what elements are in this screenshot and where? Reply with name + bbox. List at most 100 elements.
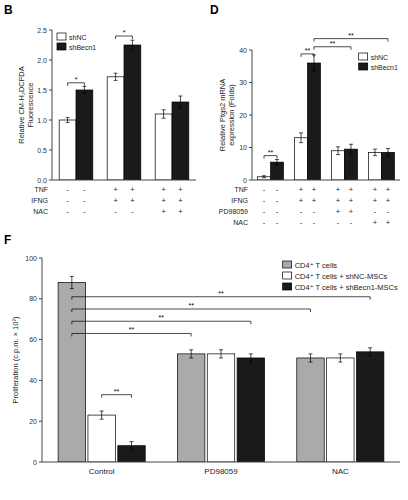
bar — [76, 90, 93, 180]
y-tick-label: 40 — [239, 47, 247, 54]
error-bar — [162, 110, 166, 118]
error-cap — [336, 146, 340, 147]
y-tick-label: 20 — [29, 418, 37, 425]
condition-value: + — [386, 185, 391, 194]
error-cap — [386, 156, 390, 157]
y-tick-label: 0.0 — [37, 177, 47, 184]
error-cap — [178, 96, 182, 97]
condition-label: NAC — [33, 208, 48, 215]
bar — [271, 162, 284, 180]
condition-value: + — [113, 196, 118, 205]
error-bar — [249, 354, 253, 362]
x-tick-label: PD98059 — [204, 467, 238, 476]
condition-value: + — [312, 196, 317, 205]
error-line — [338, 147, 339, 155]
legend-swatch — [359, 63, 368, 70]
condition-value: - — [83, 207, 86, 216]
error-bar — [130, 40, 134, 50]
condition-value: + — [178, 196, 183, 205]
significance-bracket — [116, 36, 133, 39]
condition-value: - — [276, 218, 279, 227]
y-tick-label: 20 — [239, 112, 247, 119]
error-line — [301, 133, 302, 143]
condition-value: + — [349, 207, 354, 216]
condition-value: - — [131, 207, 134, 216]
condition-value: + — [386, 196, 391, 205]
significance-bracket — [264, 156, 277, 159]
y-tick-label: 10 — [239, 144, 247, 151]
error-line — [313, 55, 314, 71]
x-axis-line — [52, 180, 196, 181]
error-bar — [312, 55, 316, 71]
condition-value: + — [336, 185, 341, 194]
significance-bracket — [68, 83, 85, 86]
condition-label: IFNG — [31, 197, 48, 204]
significance-label: ** — [218, 290, 224, 297]
error-cap — [219, 357, 223, 358]
condition-value: + — [113, 185, 118, 194]
significance-label: ** — [129, 326, 135, 333]
bar — [369, 152, 382, 180]
error-line — [115, 73, 116, 80]
condition-value: - — [313, 207, 316, 216]
error-cap — [299, 132, 303, 133]
error-cap — [368, 347, 372, 348]
y-tick-label: 1.0 — [37, 117, 47, 124]
legend-swatch — [57, 33, 66, 40]
significance-bracket — [72, 333, 191, 336]
condition-value: - — [66, 207, 69, 216]
significance-label: ** — [188, 302, 194, 309]
error-bar — [336, 147, 340, 155]
error-bar — [262, 176, 266, 178]
error-cap — [349, 154, 353, 155]
significance-bracket — [72, 309, 311, 312]
error-bar — [275, 160, 279, 165]
condition-value: + — [336, 196, 341, 205]
condition-value: - — [276, 207, 279, 216]
error-cap — [312, 71, 316, 72]
error-bar — [66, 118, 70, 123]
error-line — [340, 354, 341, 362]
legend: CD4⁺ T cellsCD4⁺ T cells + shNC-MSCsCD4⁺… — [283, 261, 398, 292]
error-bar — [189, 350, 193, 358]
y-tick-label: 40 — [29, 377, 37, 384]
plot-area — [258, 55, 395, 180]
y-tick-label: 60 — [29, 336, 37, 343]
condition-value: + — [161, 196, 166, 205]
panel-label: B — [4, 3, 13, 17]
condition-label: PD98059 — [219, 208, 248, 215]
panel: FProliferation (c.p.m. × 10²)02040608010… — [4, 233, 400, 476]
error-cap — [130, 441, 134, 442]
error-line — [375, 149, 376, 156]
bar — [308, 63, 321, 180]
error-cap — [373, 149, 377, 150]
bar — [124, 45, 141, 180]
condition-value: + — [299, 196, 304, 205]
legend-label: CD4⁺ T cells + shBecn1-MSCs — [295, 283, 398, 292]
error-line — [132, 40, 133, 50]
y-axis-label: Fluorescence — [26, 82, 35, 127]
condition-value: + — [299, 185, 304, 194]
error-cap — [114, 73, 118, 74]
error-line — [276, 160, 277, 165]
y-axis-line — [42, 258, 43, 462]
y-tick-label: 100 — [25, 255, 37, 262]
bar — [237, 358, 264, 462]
bar — [327, 358, 354, 462]
panel-label: D — [210, 3, 219, 17]
legend-label: CD4⁺ T cells — [295, 261, 338, 270]
y-tick-label: 2.0 — [37, 57, 47, 64]
condition-value: + — [130, 185, 135, 194]
bar — [382, 152, 395, 180]
significance-bracket — [72, 297, 370, 300]
legend-swatch — [57, 43, 66, 50]
significance-label: ** — [114, 388, 120, 395]
significance-bracket — [72, 321, 251, 324]
significance-label: ** — [268, 149, 274, 156]
y-axis-line — [52, 30, 53, 180]
error-line — [370, 348, 371, 356]
y-tick-label: 0 — [243, 177, 247, 184]
error-bar — [386, 148, 390, 156]
legend: shNCshBecn1 — [57, 33, 96, 51]
y-tick-label: 30 — [239, 79, 247, 86]
